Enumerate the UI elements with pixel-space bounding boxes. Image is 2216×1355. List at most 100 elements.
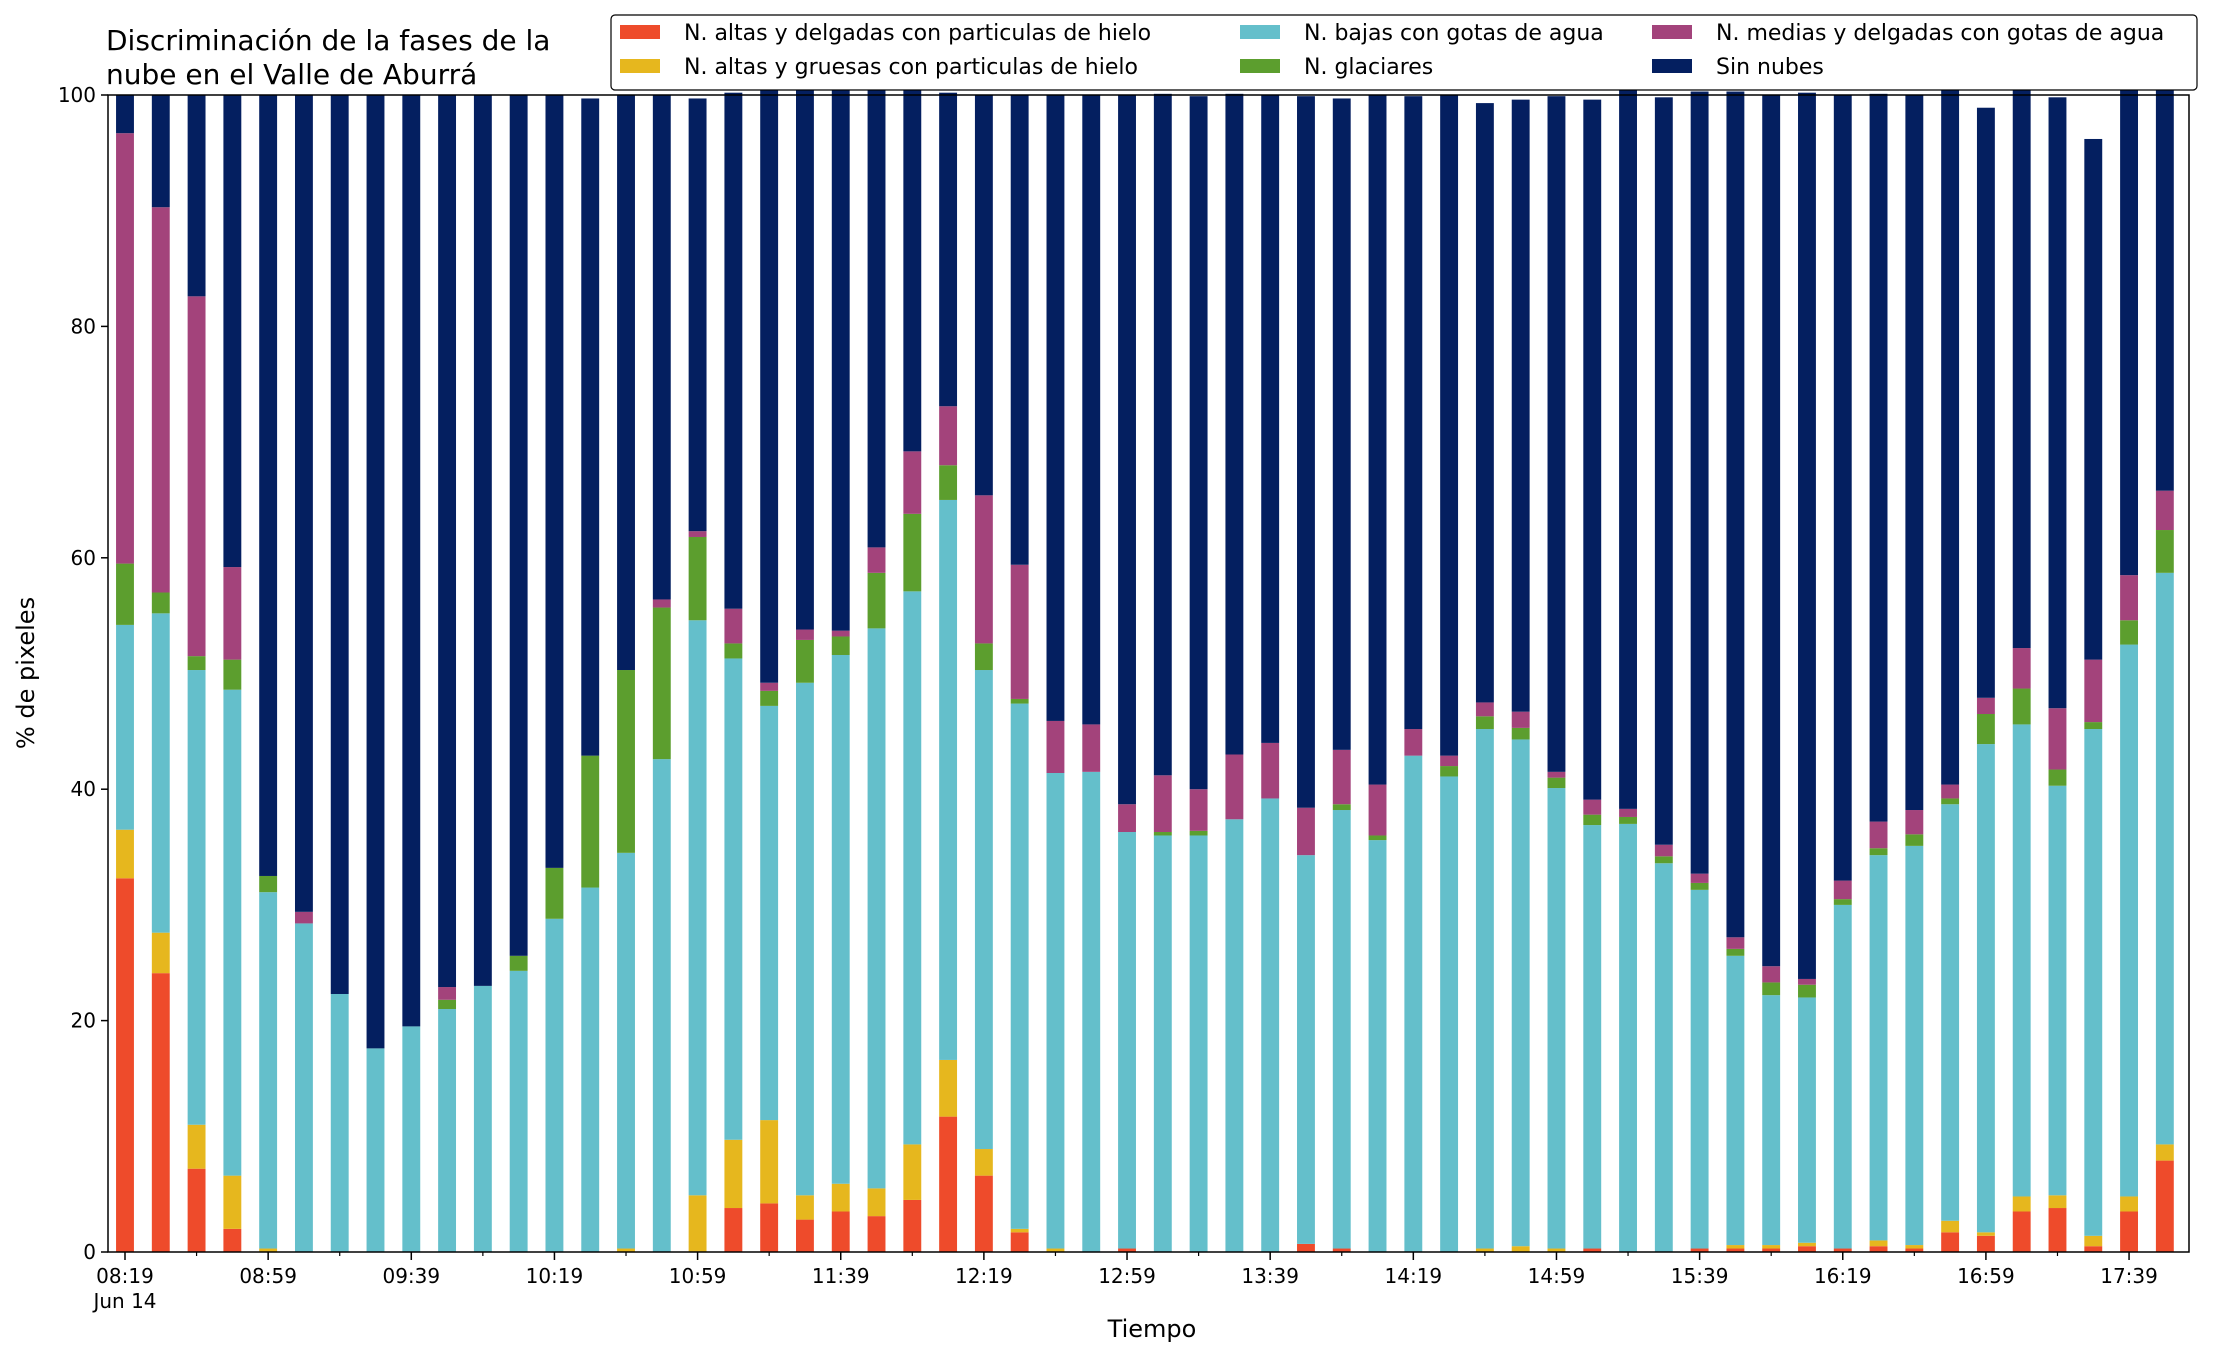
bar-segment-s5-b36 bbox=[1404, 96, 1423, 730]
bar-segment-s2-b14 bbox=[617, 852, 635, 1249]
bar-segment-s3-b3 bbox=[223, 659, 242, 690]
bar-segment-s4-b49 bbox=[1869, 821, 1888, 849]
bar-segment-s4-b36 bbox=[1404, 729, 1423, 756]
bar-segment-s5-b2 bbox=[187, 95, 206, 297]
bar-segment-s3-b18 bbox=[760, 690, 779, 706]
legend-swatch-4 bbox=[1652, 25, 1692, 39]
bar-segment-s4-b41 bbox=[1583, 799, 1602, 815]
bar-segment-s4-b47 bbox=[1798, 978, 1816, 985]
bar-segment-s3-b57 bbox=[2155, 530, 2174, 573]
bar-segment-s1-b24 bbox=[974, 1149, 993, 1176]
bar-segment-s2-b37 bbox=[1440, 776, 1459, 1252]
bar-segment-s2-b8 bbox=[402, 1026, 421, 1252]
bar-segment-s2-b39 bbox=[1511, 739, 1530, 1247]
bar-segment-s4-b18 bbox=[760, 682, 779, 691]
bar-segment-s2-b44 bbox=[1690, 889, 1709, 1249]
bar-segment-s2-b26 bbox=[1046, 773, 1065, 1249]
bar-segment-s1-b26 bbox=[1046, 1248, 1065, 1252]
bar-segment-s5-b53 bbox=[2012, 57, 2031, 649]
bar-segment-s1-b17 bbox=[724, 1139, 743, 1209]
x-tick-label-0: 08:19 bbox=[96, 1264, 154, 1288]
bar-segment-s0-b20 bbox=[831, 1211, 850, 1252]
y-tick-label-3: 60 bbox=[71, 546, 96, 570]
bar-segment-s5-b12 bbox=[545, 95, 564, 868]
bar-segment-s5-b50 bbox=[1905, 95, 1924, 811]
bar-segment-s0-b24 bbox=[974, 1175, 993, 1252]
bar-segment-s5-b27 bbox=[1082, 95, 1101, 725]
chart-title: Discriminación de la fases de la nube en… bbox=[106, 24, 550, 91]
y-tick-label-5: 100 bbox=[58, 83, 96, 107]
bar-segment-s4-b19 bbox=[796, 629, 814, 640]
bar-segment-s3-b44 bbox=[1690, 882, 1709, 890]
bar-segment-s3-b30 bbox=[1189, 830, 1208, 836]
bar-segment-s4-b57 bbox=[2155, 490, 2174, 531]
bar-segment-s3-b14 bbox=[617, 670, 635, 853]
bar-segment-s5-b7 bbox=[366, 95, 385, 1049]
bar-segment-s0-b3 bbox=[223, 1228, 242, 1252]
legend-label-1: N. altas y gruesas con particulas de hie… bbox=[684, 55, 1138, 80]
bar-segment-s1-b47 bbox=[1798, 1242, 1816, 1247]
bar-segment-s0-b28 bbox=[1118, 1248, 1136, 1252]
bar-segment-s1-b50 bbox=[1905, 1245, 1924, 1249]
bar-segment-s3-b56 bbox=[2120, 620, 2138, 645]
bar-segment-s2-b0 bbox=[116, 624, 134, 830]
bar-segment-s5-b25 bbox=[1010, 95, 1029, 565]
bar-segment-s4-b16 bbox=[688, 531, 707, 537]
bar-segment-s3-b54 bbox=[2048, 769, 2067, 786]
bar-segment-s3-b9 bbox=[438, 999, 457, 1010]
bar-segment-s5-b28 bbox=[1118, 95, 1136, 805]
x-tick-label-7: 12:59 bbox=[1098, 1264, 1156, 1288]
bar-segment-s0-b41 bbox=[1583, 1248, 1602, 1252]
bar-segment-s4-b48 bbox=[1833, 880, 1852, 900]
bar-segment-s4-b30 bbox=[1189, 789, 1208, 831]
bar-segment-s0-b45 bbox=[1726, 1248, 1745, 1252]
bar-segment-s2-b23 bbox=[939, 499, 958, 1060]
bar-segment-s2-b43 bbox=[1654, 863, 1673, 1252]
bar-segment-s0-b17 bbox=[724, 1208, 743, 1252]
bar-segment-s2-b42 bbox=[1619, 823, 1637, 1252]
bar-segment-s5-b21 bbox=[867, 70, 886, 548]
bar-segment-s1-b14 bbox=[617, 1248, 635, 1252]
bar-segment-s5-b8 bbox=[402, 95, 421, 1027]
bar-segment-s2-b48 bbox=[1833, 904, 1852, 1249]
x-tick-label-13: 16:59 bbox=[1957, 1264, 2015, 1288]
bar-segment-s4-b23 bbox=[939, 406, 958, 466]
bar-segment-s4-b29 bbox=[1153, 775, 1172, 833]
bar-segment-s1-b45 bbox=[1726, 1245, 1745, 1249]
bar-segment-s5-b57 bbox=[2155, 32, 2174, 491]
bar-segment-s3-b41 bbox=[1583, 814, 1602, 826]
x-tick-label-6: 12:19 bbox=[955, 1264, 1013, 1288]
bar-segment-s4-b20 bbox=[831, 630, 850, 637]
bar-segment-s3-b29 bbox=[1153, 832, 1172, 836]
chart-title-line-1: Discriminación de la fases de la bbox=[106, 24, 550, 57]
bar-segment-s5-b48 bbox=[1833, 95, 1852, 881]
bar-segment-s5-b49 bbox=[1869, 93, 1888, 822]
bar-segment-s4-b51 bbox=[1941, 784, 1960, 799]
bar-segment-s0-b44 bbox=[1690, 1248, 1709, 1252]
bar-segment-s2-b47 bbox=[1798, 997, 1816, 1243]
bar-segment-s4-b34 bbox=[1332, 749, 1351, 805]
bar-segment-s4-b40 bbox=[1547, 771, 1566, 778]
bar-segment-s2-b24 bbox=[974, 670, 993, 1150]
bar-segment-s4-b52 bbox=[1976, 697, 1995, 714]
bar-segment-s3-b37 bbox=[1440, 766, 1459, 777]
bar-segment-s4-b1 bbox=[151, 207, 170, 593]
bar-segment-s0-b50 bbox=[1905, 1248, 1924, 1252]
bar-segment-s2-b16 bbox=[688, 620, 707, 1196]
bar-segment-s4-b33 bbox=[1297, 807, 1315, 856]
bar-segment-s4-b56 bbox=[2120, 575, 2138, 621]
bar-segment-s3-b45 bbox=[1726, 948, 1745, 956]
bar-segment-s2-b41 bbox=[1583, 825, 1602, 1249]
bar-segment-s4-b9 bbox=[438, 987, 457, 1000]
x-tick-label-1: 08:59 bbox=[239, 1264, 297, 1288]
x-tick-label-3: 10:19 bbox=[526, 1264, 584, 1288]
bar-segment-s2-b1 bbox=[151, 613, 170, 933]
bar-segment-s0-b22 bbox=[903, 1199, 922, 1252]
bar-segment-s3-b50 bbox=[1905, 834, 1924, 846]
bar-segment-s0-b49 bbox=[1869, 1246, 1888, 1252]
bar-segment-s2-b4 bbox=[259, 892, 278, 1249]
bar-segment-s0-b54 bbox=[2048, 1208, 2067, 1252]
bar-segment-s5-b3 bbox=[223, 95, 242, 568]
bar-segment-s4-b44 bbox=[1690, 873, 1709, 883]
bar-segment-s2-b27 bbox=[1082, 771, 1101, 1252]
